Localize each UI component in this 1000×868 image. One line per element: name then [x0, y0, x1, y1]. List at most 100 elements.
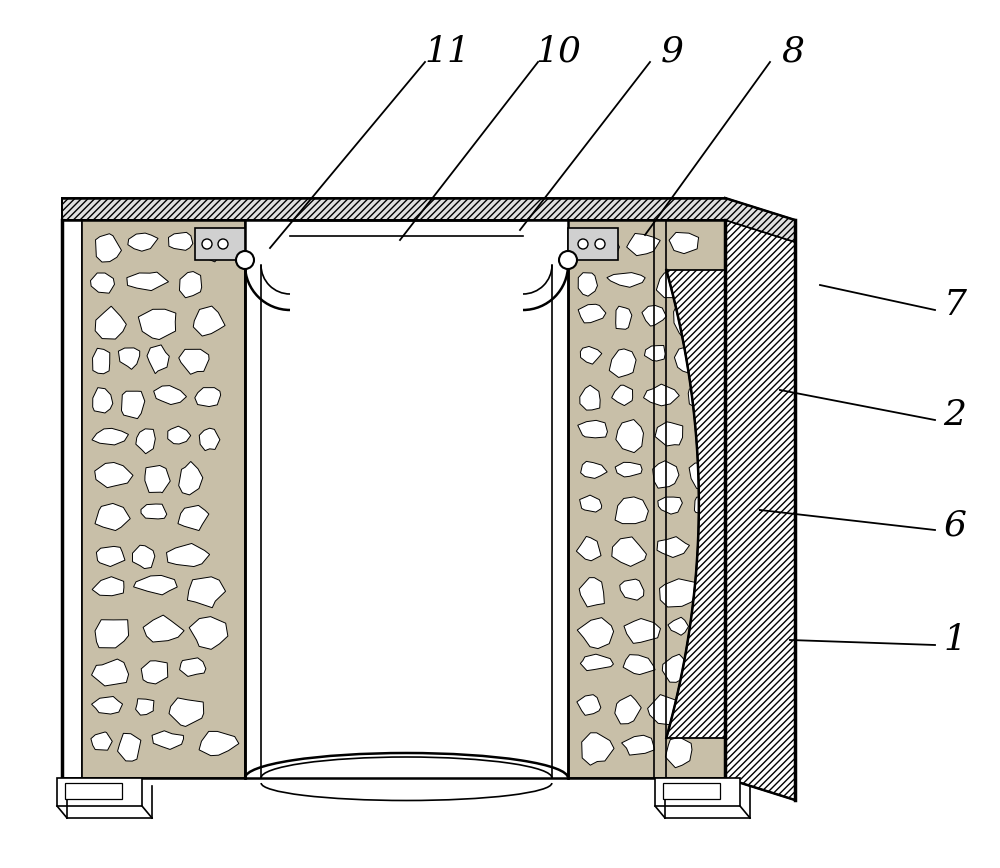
Bar [245, 220, 568, 778]
Bar [655, 778, 740, 806]
Polygon shape [118, 348, 140, 370]
Polygon shape [92, 659, 129, 686]
Polygon shape [91, 732, 112, 750]
Polygon shape [141, 504, 167, 519]
Polygon shape [623, 654, 655, 674]
Text: 9: 9 [660, 35, 684, 69]
Polygon shape [658, 497, 682, 514]
Polygon shape [580, 495, 602, 512]
Polygon shape [580, 233, 619, 255]
Polygon shape [615, 496, 648, 523]
Polygon shape [136, 699, 154, 715]
Text: 11: 11 [424, 35, 470, 69]
Polygon shape [195, 388, 221, 406]
Polygon shape [168, 426, 191, 444]
Text: 10: 10 [535, 35, 581, 69]
Polygon shape [674, 304, 692, 336]
Text: 8: 8 [782, 35, 804, 69]
Polygon shape [624, 619, 660, 643]
Polygon shape [655, 422, 683, 446]
Polygon shape [145, 465, 170, 493]
Bar [568, 228, 618, 260]
Polygon shape [622, 735, 654, 755]
Polygon shape [95, 463, 133, 488]
Polygon shape [62, 198, 795, 242]
Polygon shape [689, 463, 711, 490]
Polygon shape [612, 537, 646, 567]
Polygon shape [579, 578, 604, 607]
Polygon shape [662, 654, 690, 682]
Bar [62, 220, 82, 778]
Circle shape [202, 239, 212, 249]
Polygon shape [92, 696, 123, 714]
Polygon shape [688, 388, 712, 408]
Polygon shape [612, 385, 633, 405]
Polygon shape [93, 388, 113, 413]
Polygon shape [92, 576, 124, 595]
Bar [57, 778, 142, 806]
Polygon shape [189, 616, 228, 649]
Bar [663, 783, 720, 799]
Bar [195, 228, 245, 260]
Polygon shape [576, 536, 601, 561]
Polygon shape [141, 661, 168, 684]
Polygon shape [199, 428, 220, 450]
Circle shape [559, 251, 577, 269]
Polygon shape [674, 345, 705, 374]
Polygon shape [627, 233, 660, 256]
Polygon shape [96, 233, 121, 262]
Text: 1: 1 [944, 623, 966, 657]
Polygon shape [178, 505, 209, 530]
Polygon shape [644, 385, 679, 406]
Polygon shape [580, 346, 602, 365]
Circle shape [236, 251, 254, 269]
Polygon shape [580, 654, 613, 671]
Polygon shape [665, 737, 692, 767]
Polygon shape [95, 503, 130, 530]
Polygon shape [620, 579, 644, 600]
Polygon shape [179, 349, 209, 374]
Polygon shape [199, 732, 239, 756]
Polygon shape [653, 461, 679, 488]
Polygon shape [642, 306, 666, 326]
Polygon shape [615, 463, 642, 477]
Polygon shape [648, 694, 682, 726]
Polygon shape [180, 658, 206, 676]
Polygon shape [660, 579, 697, 607]
Polygon shape [616, 419, 643, 452]
Polygon shape [581, 462, 607, 478]
Bar [568, 220, 725, 778]
Polygon shape [154, 385, 186, 404]
Polygon shape [95, 620, 129, 648]
Polygon shape [669, 233, 699, 253]
Text: 2: 2 [944, 398, 966, 432]
Polygon shape [616, 306, 632, 329]
Polygon shape [193, 306, 225, 336]
Polygon shape [656, 271, 682, 298]
Polygon shape [147, 345, 169, 373]
Polygon shape [169, 698, 204, 727]
Polygon shape [138, 309, 176, 339]
Polygon shape [205, 233, 225, 262]
Polygon shape [90, 273, 114, 293]
Polygon shape [118, 733, 141, 761]
Polygon shape [143, 615, 184, 642]
Polygon shape [128, 233, 158, 251]
Polygon shape [127, 273, 169, 291]
Polygon shape [578, 420, 607, 437]
Circle shape [578, 239, 588, 249]
Bar [65, 783, 122, 799]
Polygon shape [132, 545, 155, 569]
Polygon shape [121, 391, 145, 418]
Bar [82, 220, 245, 778]
Polygon shape [578, 305, 606, 323]
Polygon shape [666, 270, 725, 738]
Circle shape [595, 239, 605, 249]
Polygon shape [657, 536, 689, 557]
Polygon shape [582, 733, 614, 766]
Polygon shape [167, 543, 210, 567]
Polygon shape [644, 345, 665, 361]
Polygon shape [578, 273, 597, 296]
Polygon shape [615, 695, 641, 724]
Polygon shape [607, 273, 645, 287]
